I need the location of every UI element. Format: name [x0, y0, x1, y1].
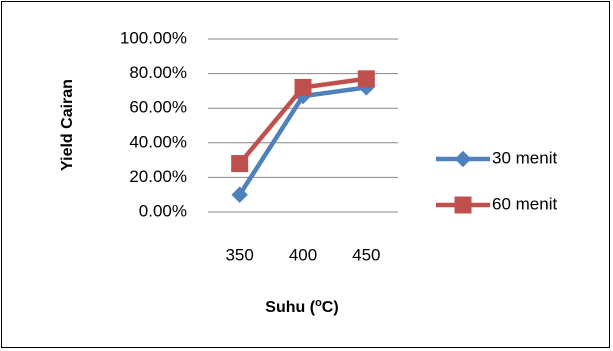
data-point	[357, 70, 375, 88]
legend-marker	[454, 196, 472, 214]
y-tick-label: 80.00%	[129, 63, 187, 82]
series-lines	[231, 70, 375, 203]
series-1	[231, 79, 375, 203]
data-point	[231, 155, 249, 173]
x-tick-labels: 350 400 450	[225, 245, 380, 264]
data-point	[231, 186, 248, 203]
y-tick-label: 20.00%	[129, 167, 187, 186]
legend-marker	[454, 150, 472, 168]
x-axis-title-suffix: C)	[322, 299, 339, 316]
y-tick-label: 60.00%	[129, 98, 187, 117]
legend-entry: 60 menit	[436, 194, 557, 214]
x-axis-title-sup: o	[315, 297, 322, 309]
x-tick-label: 400	[289, 245, 317, 264]
series-2	[231, 70, 375, 173]
y-tick-labels: 0.00% 20.00% 40.00% 60.00% 80.00% 100.00%	[120, 28, 187, 220]
gridlines	[208, 38, 398, 213]
x-tick-label: 450	[352, 245, 380, 264]
legend-label: 60 menit	[492, 194, 557, 213]
data-point	[294, 78, 312, 96]
legend: 30 menit 60 menit	[436, 148, 557, 214]
legend-entry: 30 menit	[436, 148, 557, 167]
y-tick-label: 40.00%	[129, 132, 187, 151]
x-tick-label: 350	[225, 245, 253, 264]
x-axis-title-main: Suhu (	[265, 299, 315, 316]
x-axis-title: Suhu (oC)	[265, 297, 338, 316]
y-tick-label: 0.00%	[139, 201, 187, 220]
y-tick-label: 100.00%	[120, 28, 187, 47]
y-axis-title: Yield Cairan	[59, 79, 76, 171]
legend-label: 30 menit	[492, 148, 557, 167]
